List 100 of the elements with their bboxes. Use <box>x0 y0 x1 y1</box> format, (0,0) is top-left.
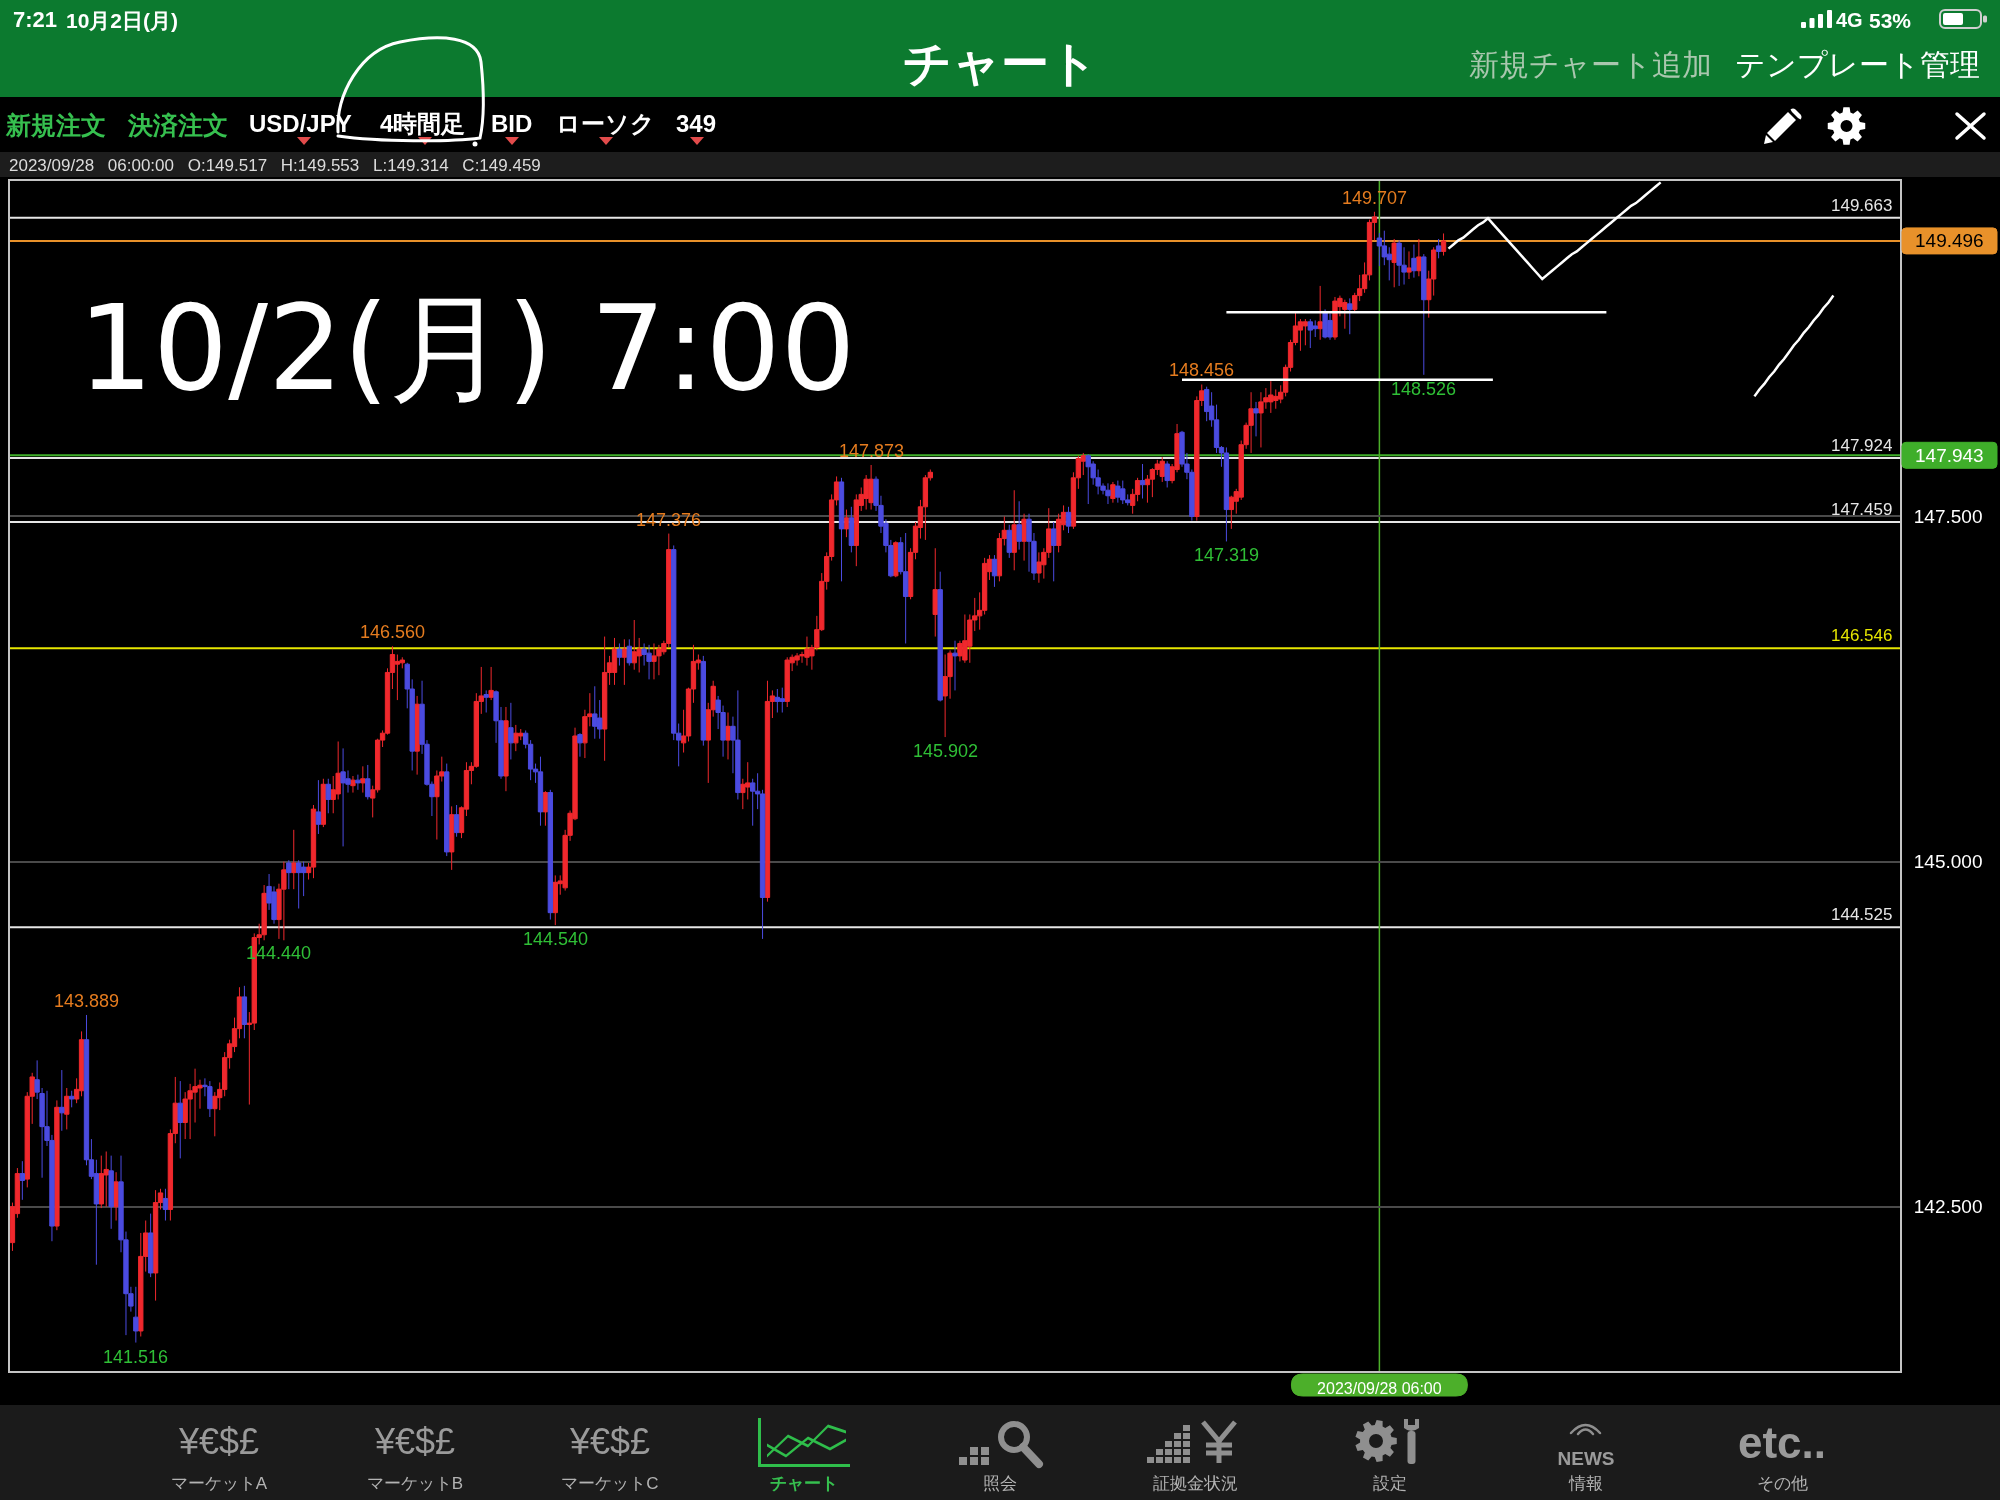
candlestick <box>1416 238 1422 277</box>
candlestick <box>241 985 248 1039</box>
candlestick <box>764 680 771 903</box>
text: 設定 <box>1373 1473 1407 1493</box>
candlestick <box>537 756 544 827</box>
candlestick <box>1139 463 1146 500</box>
text: マーケットB <box>366 1473 464 1493</box>
x-tick-label: 2023/09/28 06:00 <box>1317 1380 1442 1398</box>
annotation: 10/2(月) 7:00 <box>78 279 856 417</box>
ref-line-label: 149.663 <box>1831 196 1893 215</box>
candlestick <box>103 1151 109 1208</box>
candlestick <box>64 1087 70 1130</box>
text: 決済注文 <box>128 110 228 139</box>
text: 照会 <box>983 1473 1017 1493</box>
text: その他 <box>1756 1473 1808 1493</box>
candlestick <box>291 829 297 890</box>
candlestick <box>177 1080 183 1159</box>
candlestick <box>1376 232 1383 267</box>
candlestick <box>444 763 450 857</box>
candlestick <box>952 640 958 691</box>
text: 7:21 <box>13 7 58 32</box>
candlestick <box>922 474 929 541</box>
text: ローソク <box>556 110 655 137</box>
ref-line-label: 147.459 <box>1831 500 1893 519</box>
candlestick <box>1110 481 1116 504</box>
candlestick <box>725 712 731 760</box>
candlestick <box>700 655 706 747</box>
chart-subtitle: 2023/09/28 06:00:00 O:149.517 H:149.553 L:149.314 C:149.459 <box>9 155 541 175</box>
y-tick-label: 147.943 <box>1915 445 1984 466</box>
y-tick-label: 149.496 <box>1915 230 1984 251</box>
text: 新規注文 <box>6 110 106 139</box>
candlestick <box>626 638 632 667</box>
annotation: 143.889 <box>54 991 120 1011</box>
candlestick <box>69 1090 75 1108</box>
text: 53% <box>1869 8 1912 32</box>
candlestick <box>843 509 850 538</box>
candlestick <box>848 506 855 553</box>
candlestick <box>1011 489 1017 571</box>
candlestick <box>991 554 998 588</box>
candlestick <box>601 636 608 762</box>
candlestick <box>453 804 460 838</box>
candlestick <box>1347 297 1353 335</box>
candlestick <box>1223 446 1230 542</box>
candlestick <box>503 706 509 792</box>
candlestick <box>147 1213 154 1278</box>
y-tick-label: 147.500 <box>1913 506 1983 528</box>
annotation: 141.516 <box>103 1347 169 1367</box>
candlestick <box>59 1069 65 1132</box>
candlestick <box>355 774 361 791</box>
text: 新規チャート追加 <box>1469 48 1712 81</box>
text: etc.. <box>1737 1418 1827 1467</box>
candlestick <box>296 859 302 910</box>
ref-line-label: 147.924 <box>1831 436 1893 455</box>
annotation: 144.540 <box>523 929 589 949</box>
candlestick <box>621 638 628 686</box>
y-tick-label: 145.000 <box>1913 851 1983 873</box>
candlestick <box>1421 253 1427 376</box>
ref-line-label: 144.525 <box>1831 905 1893 924</box>
annotation: 146.560 <box>360 622 426 642</box>
text: ¥€$£ <box>374 1421 456 1462</box>
candlestick <box>1164 460 1170 488</box>
candlestick <box>315 779 322 835</box>
text: 証拠金状況 <box>1152 1473 1238 1493</box>
text: マーケットA <box>170 1473 268 1493</box>
candlestick <box>1253 401 1259 437</box>
candlestick <box>1258 391 1264 448</box>
text: チャート <box>770 1473 838 1493</box>
y-tick-label: 142.500 <box>1913 1196 1983 1218</box>
candlestick <box>838 477 845 582</box>
candlestick <box>513 724 519 752</box>
candlestick <box>937 571 943 702</box>
candlestick <box>325 778 331 814</box>
text: 10月2日(月) <box>66 8 179 32</box>
candlestick <box>310 804 317 879</box>
candlestick <box>932 547 938 638</box>
text: 情報 <box>1569 1473 1603 1493</box>
line-series <box>1447 181 1662 281</box>
candlestick <box>1435 238 1442 259</box>
annotation: 148.526 <box>1391 379 1457 399</box>
candlestick <box>365 764 371 800</box>
text: BID <box>491 110 533 137</box>
candlestick <box>774 688 781 713</box>
candlestick <box>542 790 549 827</box>
candlestick <box>1411 244 1417 279</box>
text: ¥€$£ <box>178 1421 260 1462</box>
annotation: 147.319 <box>1194 545 1260 565</box>
candlestick <box>1021 513 1027 562</box>
candlestick <box>1006 524 1012 559</box>
candlestick <box>54 1099 60 1231</box>
candlestick <box>1440 232 1447 257</box>
candlestick <box>286 859 292 890</box>
candlestick <box>1016 500 1022 551</box>
text: ¥€$£ <box>569 1421 651 1462</box>
candlestick <box>19 1160 26 1201</box>
candlestick <box>1317 285 1323 341</box>
candlestick <box>1406 250 1412 280</box>
candlestick <box>152 1189 159 1302</box>
candlestick <box>360 765 366 794</box>
candlestick <box>1159 456 1165 483</box>
candlestick <box>1391 238 1397 288</box>
